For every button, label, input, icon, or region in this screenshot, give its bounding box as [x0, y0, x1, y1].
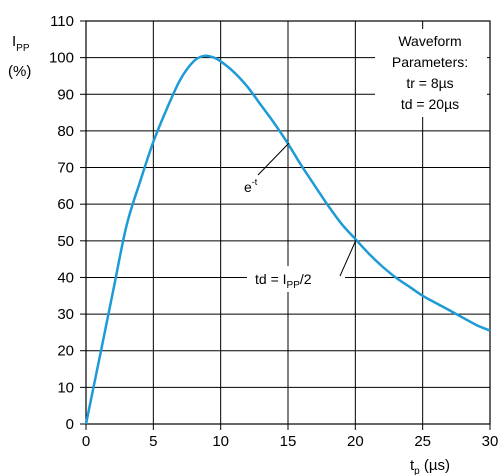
x-axis-label: tp (µs)	[410, 457, 450, 475]
x-axis-label-main: t	[410, 457, 415, 474]
y-axis-label-main: I	[12, 33, 16, 50]
y-tick-label: 0	[66, 416, 74, 433]
x-tick-label: 5	[149, 433, 157, 450]
y-tick-label: 100	[49, 50, 74, 67]
parameter-box-frame	[375, 29, 487, 117]
y-tick-label: 90	[57, 86, 74, 103]
parameter-line-3: tr = 8µs	[406, 75, 453, 91]
y-tick-label: 110	[50, 13, 74, 30]
x-tick-labels: 0 5 10 15 20 25 30	[82, 433, 499, 450]
parameter-line-2: Parameters:	[392, 54, 468, 70]
y-axis-label: IPP	[12, 33, 30, 54]
x-tick-label: 20	[347, 433, 364, 450]
y-tick-label: 20	[57, 343, 74, 360]
parameter-line-4: td = 20µs	[401, 96, 459, 112]
y-tick-label: 10	[57, 379, 74, 396]
decay-label-main: e	[244, 179, 252, 195]
x-tick-label: 0	[82, 433, 90, 450]
parameter-box: Waveform Parameters: tr = 8µs td = 20µs	[375, 29, 487, 117]
y-axis-label-sub: PP	[16, 43, 30, 54]
x-tick-label: 10	[212, 433, 229, 450]
td-annotation: td = IPP/2	[247, 239, 357, 292]
x-tick-label: 30	[482, 433, 499, 450]
td-label-background	[247, 266, 345, 292]
td-label: td = IPP/2	[255, 271, 312, 291]
y-tick-label: 70	[57, 160, 74, 177]
td-label-suffix: /2	[300, 271, 312, 287]
td-label-prefix: td = I	[255, 271, 287, 287]
decay-annotation: e-t	[244, 142, 290, 195]
y-tick-labels: 0 10 20 30 40 50 60 70 80 90 100 110	[49, 13, 74, 433]
parameter-line-1: Waveform	[398, 33, 461, 49]
y-tick-label: 80	[57, 123, 74, 140]
x-axis-label-unit: (µs)	[420, 457, 450, 474]
td-leader-line	[339, 239, 357, 277]
x-tick-label: 15	[280, 433, 297, 450]
x-axis-label-sub: p	[414, 466, 420, 475]
y-axis-unit: (%)	[8, 63, 31, 80]
x-tick-label: 25	[414, 433, 431, 450]
td-label-sub: PP	[287, 280, 301, 291]
decay-leader-line	[257, 142, 290, 176]
axes	[80, 20, 491, 430]
y-tick-label: 50	[57, 233, 74, 250]
y-tick-label: 40	[57, 269, 74, 286]
y-tick-label: 30	[57, 306, 74, 323]
decay-label: e-t	[244, 177, 258, 195]
decay-label-sup: -t	[252, 177, 258, 187]
y-tick-label: 60	[57, 196, 74, 213]
series-line	[84, 54, 491, 425]
